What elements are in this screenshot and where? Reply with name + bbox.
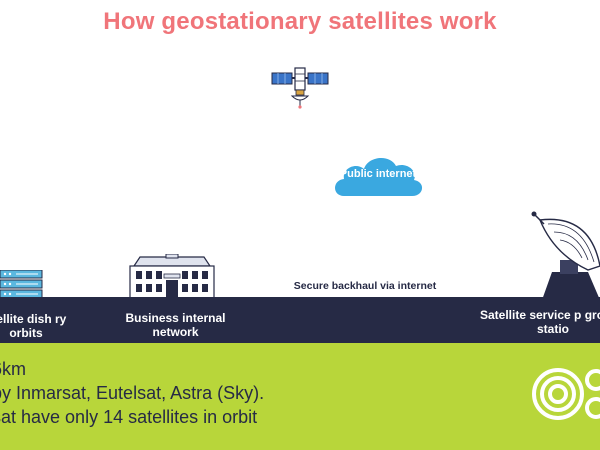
cloud-label: Public internet — [339, 168, 417, 180]
server-rack-icon — [0, 270, 43, 299]
fact-line: sat have only 14 satellites in orbit — [0, 407, 258, 427]
business-network-label: Business internal network — [125, 311, 226, 339]
cloud-icon — [335, 158, 423, 196]
satellite-dish-icon — [531, 211, 600, 300]
building-icon — [129, 254, 215, 298]
backhaul-label: Secure backhaul via internet — [293, 280, 437, 292]
satellite-icon — [271, 67, 329, 109]
dish-label: atellite dish ry orbits — [0, 312, 67, 340]
brand-logo-icon — [532, 368, 600, 420]
facts-band — [0, 343, 600, 450]
fact-line: by Inmarsat, Eutelsat, Astra (Sky). — [0, 383, 265, 403]
fact-line: 6km — [0, 359, 27, 379]
ground-station-label: Satellite service p ground statio — [479, 308, 600, 336]
page-title: How geostationary satellites work — [103, 8, 497, 35]
ground-band — [0, 297, 600, 343]
